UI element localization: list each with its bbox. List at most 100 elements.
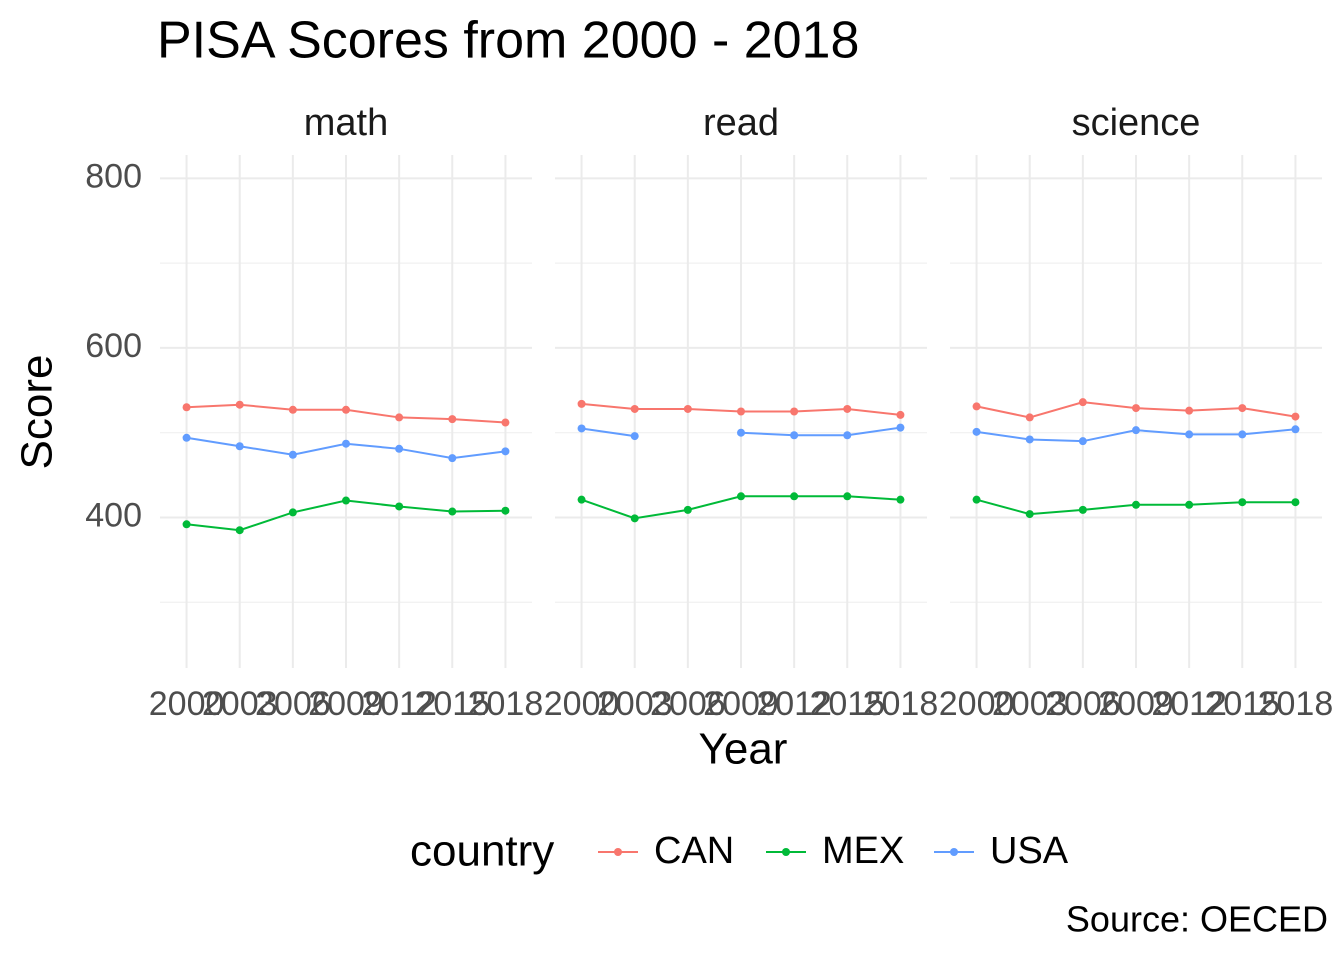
y-tick-label: 400 <box>85 496 142 534</box>
data-point <box>577 424 586 433</box>
data-point <box>972 495 981 504</box>
x-tick-label: 2000 <box>939 685 1015 723</box>
x-tick-label: 2018 <box>1258 685 1334 723</box>
data-point <box>448 415 457 424</box>
data-point <box>1185 500 1194 509</box>
legend-label: USA <box>990 830 1069 872</box>
series-line <box>581 426 901 438</box>
data-point <box>790 492 799 501</box>
y-tick-label: 600 <box>85 327 142 365</box>
data-point <box>1185 406 1194 415</box>
legend-key <box>950 848 958 856</box>
x-tick-label: 2003 <box>202 685 278 723</box>
data-point <box>630 404 639 413</box>
x-tick-label: 2018 <box>863 685 939 723</box>
data-point <box>1078 398 1087 407</box>
data-point <box>843 492 852 501</box>
data-point <box>1078 505 1087 514</box>
data-point <box>737 407 745 416</box>
data-point <box>896 495 905 504</box>
data-point <box>288 405 297 414</box>
data-point <box>182 403 191 412</box>
data-point <box>1132 426 1140 435</box>
x-tick-label: 2015 <box>809 685 885 723</box>
data-point <box>288 450 297 459</box>
x-tick-label: 2006 <box>1045 685 1121 723</box>
x-tick-label: 2003 <box>597 685 673 723</box>
data-point <box>737 428 745 437</box>
x-tick-label: 2015 <box>414 685 490 723</box>
x-tick-label: 2009 <box>1098 685 1174 723</box>
data-point <box>501 418 510 427</box>
data-point <box>1291 412 1300 421</box>
y-tick-label: 800 <box>85 157 142 195</box>
data-point <box>1238 430 1247 439</box>
data-point <box>1132 500 1140 509</box>
data-point <box>235 400 244 409</box>
data-point <box>288 508 297 517</box>
data-point <box>790 407 799 416</box>
data-point <box>182 520 191 529</box>
data-point <box>630 432 639 441</box>
legend-label: MEX <box>822 830 904 872</box>
x-tick-label: 2000 <box>544 685 620 723</box>
data-point <box>1025 510 1034 519</box>
data-point <box>501 506 510 515</box>
data-point <box>843 404 852 413</box>
data-point <box>1291 498 1300 507</box>
data-point <box>1238 498 1247 507</box>
caption: Source: OECED <box>1066 899 1328 940</box>
legend-title: country <box>410 827 554 876</box>
x-tick-label: 2000 <box>149 685 225 723</box>
data-point <box>630 514 639 523</box>
chart-title: PISA Scores from 2000 - 2018 <box>157 12 859 70</box>
x-tick-label: 2009 <box>703 685 779 723</box>
data-point <box>448 454 457 463</box>
facet-label: math <box>304 102 388 144</box>
data-point <box>683 505 692 514</box>
data-point <box>395 502 404 511</box>
facet-label: science <box>1072 102 1201 144</box>
x-tick-label: 2015 <box>1204 685 1280 723</box>
y-axis-label: Score <box>13 355 62 470</box>
data-point <box>1025 413 1034 422</box>
data-point <box>1185 430 1194 439</box>
data-point <box>342 405 350 414</box>
data-point <box>342 496 350 505</box>
data-point <box>896 423 905 432</box>
data-point <box>1132 404 1140 413</box>
data-point <box>235 442 244 451</box>
x-tick-label: 2012 <box>1151 685 1227 723</box>
data-point <box>577 399 586 408</box>
data-point <box>843 431 852 440</box>
data-point <box>972 402 981 411</box>
x-tick-label: 2012 <box>361 685 437 723</box>
legend-key <box>614 848 622 856</box>
data-point <box>790 431 799 440</box>
data-point <box>972 427 981 436</box>
x-tick-label: 2012 <box>756 685 832 723</box>
x-tick-label: 2006 <box>255 685 331 723</box>
x-axis-label: Year <box>699 725 788 774</box>
data-point <box>1238 404 1247 413</box>
x-tick-label: 2003 <box>992 685 1068 723</box>
x-tick-label: 2006 <box>650 685 726 723</box>
data-point <box>182 433 191 442</box>
data-point <box>683 404 692 413</box>
data-point <box>448 507 457 516</box>
data-point <box>501 447 510 456</box>
data-point <box>342 439 350 448</box>
data-point <box>577 495 586 504</box>
data-point <box>395 413 404 422</box>
data-point <box>1078 437 1087 446</box>
data-point <box>395 444 404 453</box>
facet-label: read <box>703 102 779 144</box>
data-point <box>1025 435 1034 444</box>
x-tick-label: 2018 <box>468 685 544 723</box>
data-point <box>896 410 905 419</box>
data-point <box>1291 425 1300 434</box>
x-tick-label: 2009 <box>308 685 384 723</box>
data-point <box>737 492 745 501</box>
legend-label: CAN <box>654 830 734 872</box>
